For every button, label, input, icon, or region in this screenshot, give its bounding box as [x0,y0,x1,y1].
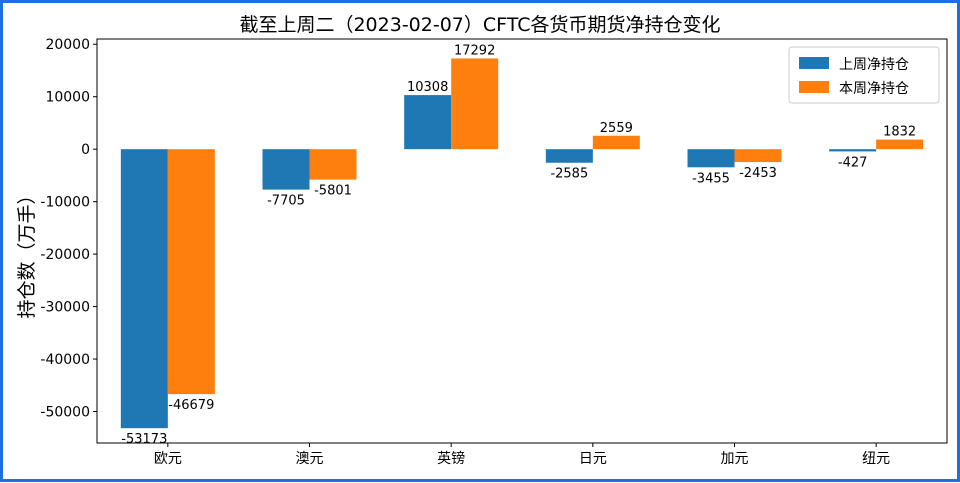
bar-this-week-3 [592,135,640,150]
y-tick-label: -50000 [40,405,90,421]
data-label: -3455 [692,171,730,186]
data-label: 17292 [454,43,495,58]
x-tick-label: 加元 [721,451,749,467]
plot-area: -53173 -46679 欧元 -7705 -5801 澳元 10308 17292 英镑 -2… [40,37,948,467]
x-tick-label: 纽元 [862,451,890,467]
y-tick-label: -20000 [40,247,90,263]
data-label: -2585 [550,167,588,182]
data-label: -53173 [121,432,167,447]
bar-this-week-0 [167,149,215,395]
bar-last-week-1 [262,149,310,190]
data-label: -2453 [739,166,777,181]
data-label: -5801 [314,184,352,199]
chart-title: 截至上周二（2023-02-07）CFTC各货币期货净持仓变化 [239,14,720,36]
y-tick-label: -40000 [40,352,90,368]
chart-svg: 截至上周二（2023-02-07）CFTC各货币期货净持仓变化 持仓数（万手） … [16,14,948,467]
data-label: -46679 [168,398,214,413]
bar-this-week-2 [451,58,499,150]
x-tick-label: 英镑 [437,450,465,467]
data-label: 10308 [407,80,448,95]
legend-entry: 上周净持仓 [839,57,909,73]
bar-this-week-4 [734,149,782,163]
y-tick-label: 0 [81,142,90,158]
bar-last-week-2 [404,95,452,150]
legend-swatch [799,57,829,69]
y-tick-label: 10000 [45,90,90,106]
data-label: 2559 [600,121,633,136]
data-label: -427 [838,155,868,170]
data-label: 1832 [883,125,916,140]
y-tick-label: -10000 [40,195,90,211]
bar-last-week-4 [687,149,735,168]
bar-last-week-5 [829,149,877,152]
bar-last-week-0 [120,149,168,429]
bar-this-week-1 [309,149,357,180]
x-tick-label: 澳元 [296,451,324,467]
y-tick-label: 20000 [45,37,90,53]
x-tick-label: 欧元 [154,451,182,467]
y-tick-label: -30000 [40,300,90,316]
legend-entry: 本周净持仓 [839,81,909,97]
y-axis-label: 持仓数（万手） [16,185,38,318]
bar-last-week-3 [545,149,593,163]
data-label: -7705 [267,194,305,209]
bar-this-week-5 [876,139,924,150]
x-tick-label: 日元 [579,451,607,467]
legend-swatch [799,81,829,93]
axes-frame [96,38,948,444]
